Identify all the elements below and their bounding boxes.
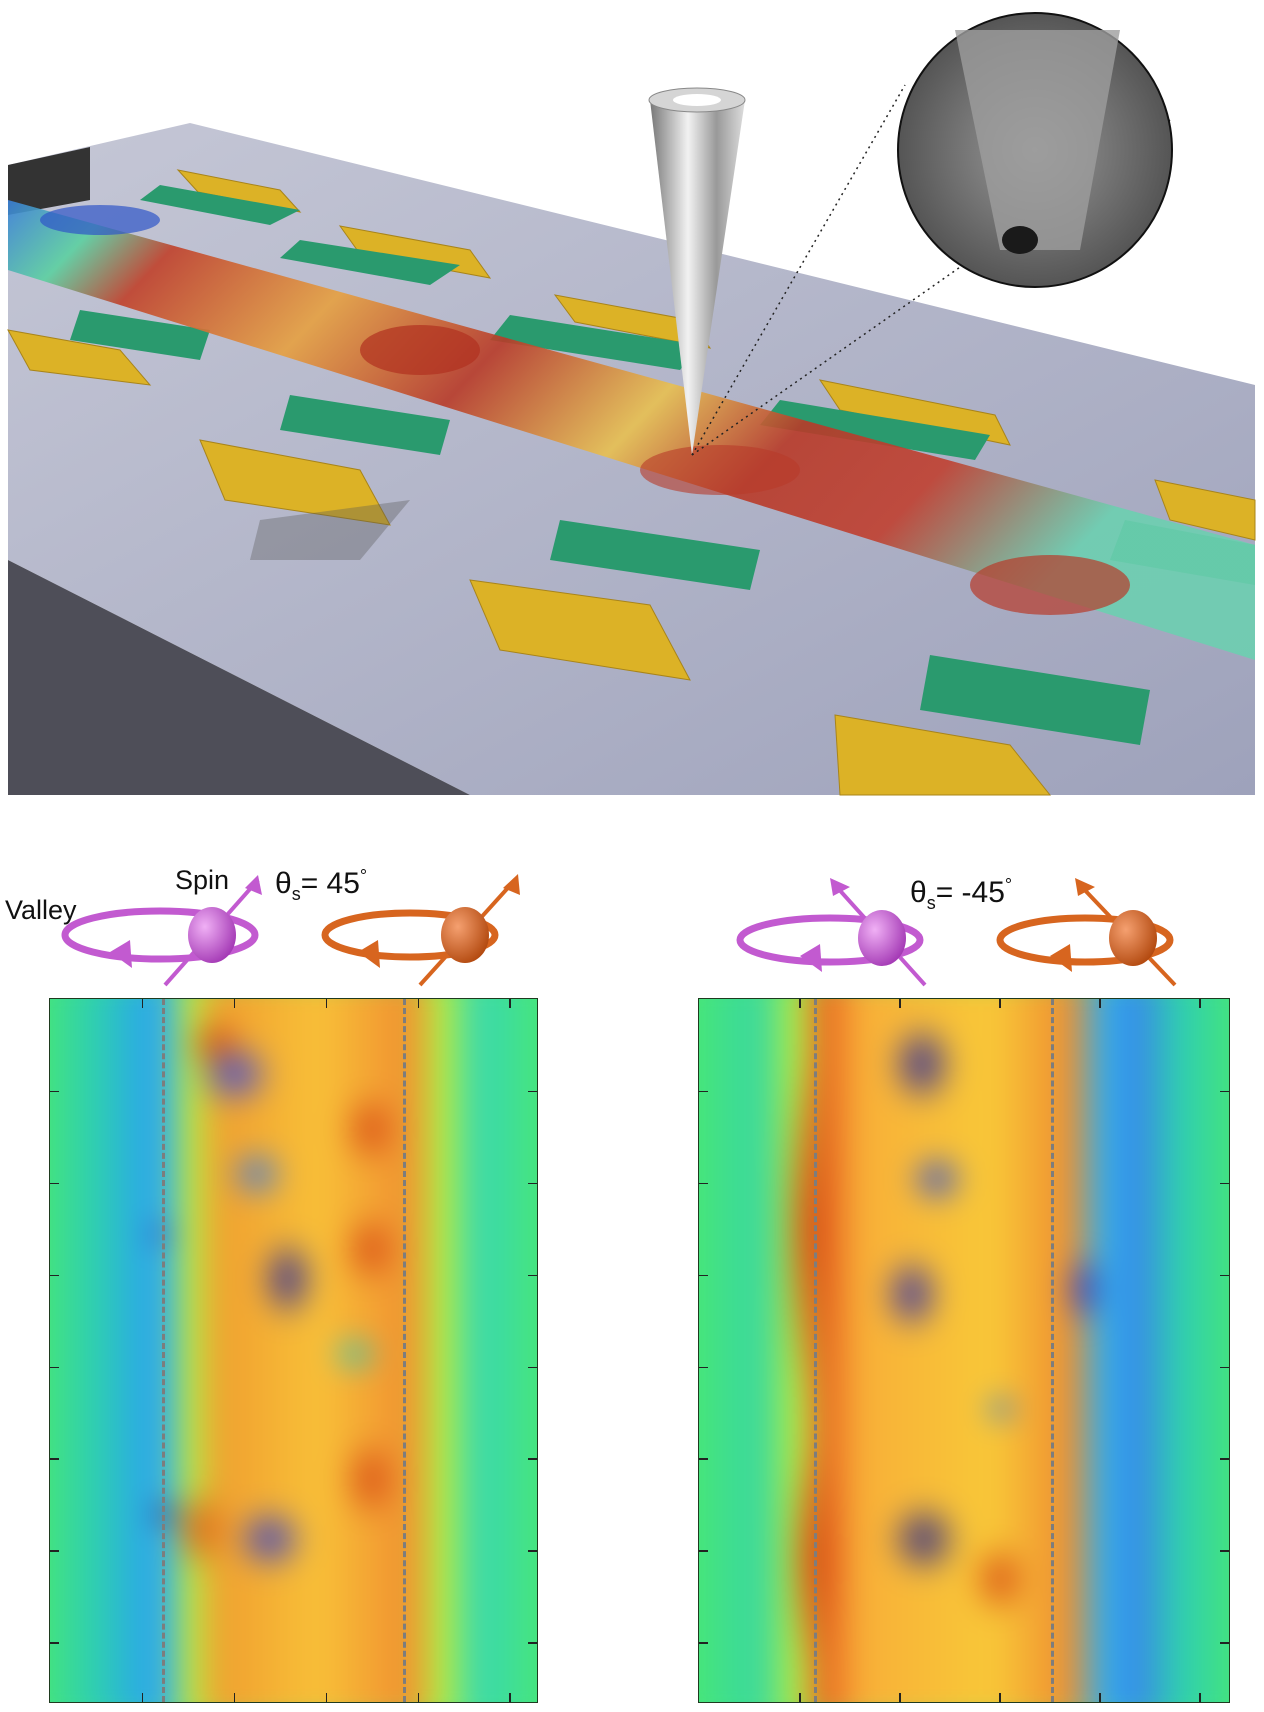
x-tick — [417, 1693, 420, 1702]
valley-spin-right-2 — [996, 878, 1177, 987]
x-tick — [799, 1693, 801, 1702]
heatmap-panel-left — [49, 998, 538, 1703]
y-tick — [699, 1090, 708, 1093]
x-tick — [325, 999, 328, 1008]
left-theta-label: θs= 45° — [275, 866, 367, 905]
right-theta-label: θs= -45° — [910, 875, 1012, 914]
heatmap-right-image — [699, 999, 1229, 1702]
x-tick — [509, 1693, 511, 1702]
y-tick — [50, 1182, 59, 1185]
edge-marker-left — [162, 999, 165, 1702]
x-tick — [1199, 999, 1201, 1008]
y-tick — [699, 1366, 708, 1369]
corner-block — [8, 147, 90, 215]
theta-value: = 45 — [300, 867, 360, 900]
probe-tip — [650, 100, 745, 455]
y-tick — [699, 1274, 708, 1277]
valley-spin-right-1 — [736, 878, 927, 987]
y-tick — [528, 1182, 537, 1185]
y-tick — [699, 1182, 708, 1185]
valley-label: Valley — [5, 895, 77, 925]
spin-label: Spin — [175, 865, 230, 895]
valley-spin-left-1 — [61, 875, 262, 987]
x-tick — [325, 1693, 328, 1702]
y-tick — [528, 1458, 537, 1460]
theta-symbol: θ — [910, 876, 927, 909]
y-tick — [528, 1550, 537, 1552]
theta-symbol: θ — [275, 867, 292, 900]
gold-contacts — [7, 169, 1256, 796]
y-tick — [50, 1550, 59, 1552]
edge-marker-right — [1051, 999, 1054, 1702]
x-tick — [1099, 1693, 1101, 1702]
x-tick — [1099, 999, 1101, 1008]
theta-value: = -45 — [935, 876, 1005, 909]
theta-subscript: s — [926, 893, 936, 913]
y-tick — [50, 1274, 59, 1277]
x-tick — [417, 999, 420, 1008]
y-tick — [50, 1642, 59, 1644]
y-tick — [699, 1550, 708, 1552]
y-tick — [50, 1458, 59, 1460]
degree-symbol: ° — [359, 866, 368, 886]
y-tick — [1220, 1550, 1229, 1552]
spin-valley-icons — [61, 874, 1177, 987]
y-tick — [1220, 1182, 1229, 1185]
x-tick — [899, 999, 901, 1008]
heatmap-panel-right — [698, 998, 1230, 1703]
shadow — [250, 500, 410, 560]
x-tick — [141, 1693, 144, 1702]
x-tick — [509, 999, 511, 1008]
green-layers — [70, 185, 1255, 745]
valley-spin-left-2 — [321, 874, 520, 987]
substrate-edge — [8, 560, 470, 795]
x-tick — [999, 1693, 1001, 1702]
y-tick — [528, 1090, 537, 1093]
x-tick — [999, 999, 1001, 1008]
x-tick — [141, 999, 144, 1008]
theta-subscript: s — [291, 884, 301, 904]
heatmap-left-image — [50, 999, 537, 1702]
y-tick — [699, 1458, 708, 1460]
edge-marker-right — [403, 999, 406, 1702]
degree-symbol: ° — [1004, 875, 1013, 895]
edge-marker-left — [814, 999, 817, 1702]
x-tick — [799, 999, 801, 1008]
x-tick — [899, 1693, 901, 1702]
y-tick — [1220, 1458, 1229, 1460]
y-tick — [50, 1090, 59, 1093]
y-tick — [528, 1274, 537, 1277]
x-tick — [233, 999, 236, 1008]
y-tick — [1220, 1642, 1229, 1644]
y-tick — [699, 1642, 708, 1644]
y-tick — [1220, 1366, 1229, 1369]
y-tick — [50, 1366, 59, 1369]
y-tick — [528, 1366, 537, 1369]
y-tick — [1220, 1090, 1229, 1093]
conductance-map-ribbon — [8, 200, 1255, 660]
x-tick — [233, 1693, 236, 1702]
device-3d-render — [7, 12, 1256, 796]
x-tick — [1199, 1693, 1201, 1702]
y-tick — [528, 1642, 537, 1644]
y-tick — [1220, 1274, 1229, 1277]
